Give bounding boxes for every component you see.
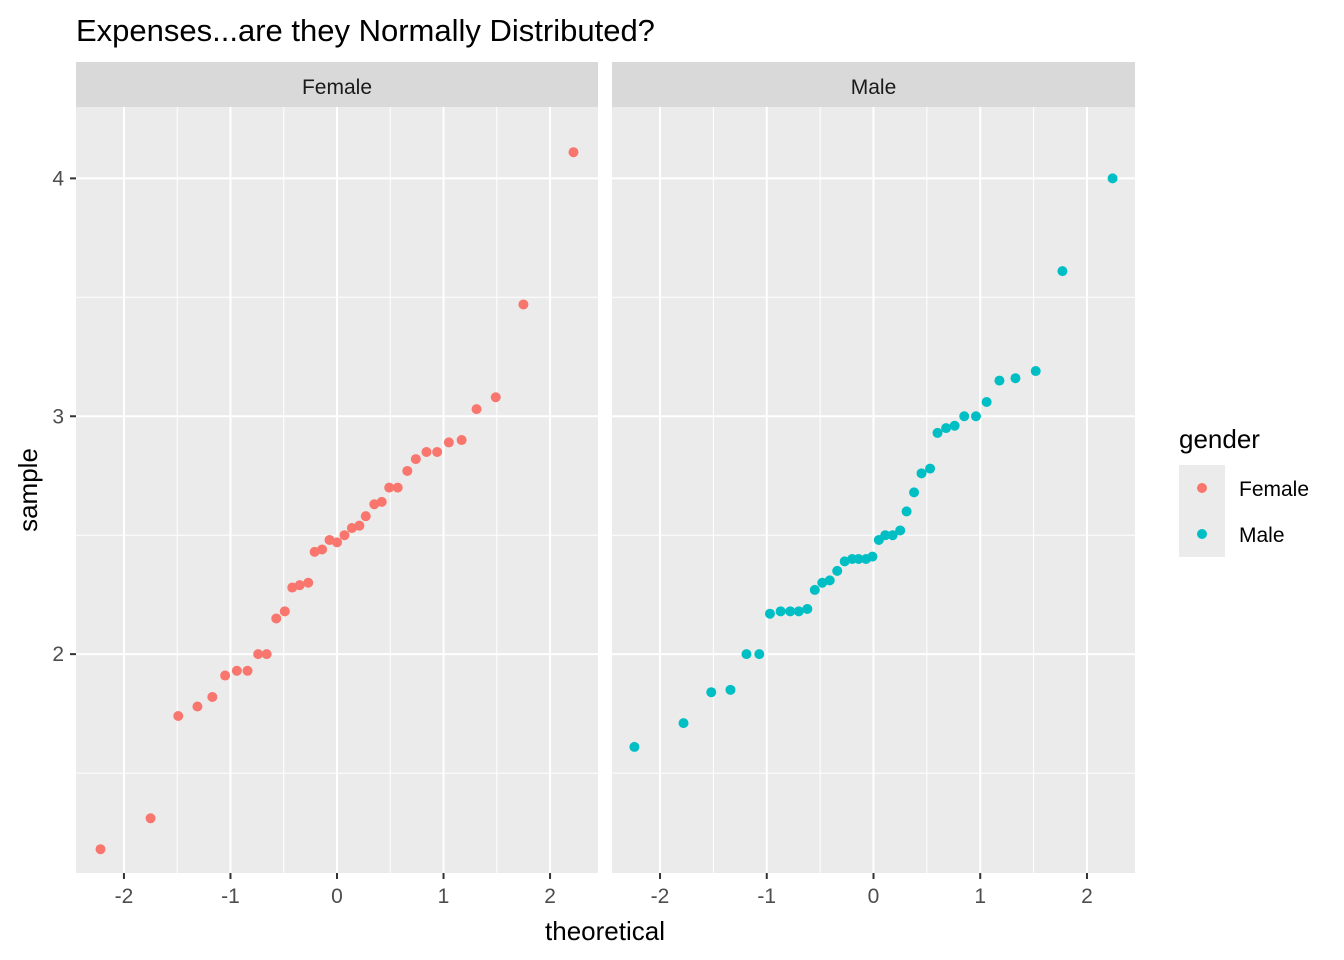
data-point [901,506,912,517]
x-tick-label: -1 [757,885,776,908]
x-axis-label: theoretical [545,916,665,946]
facet-strip [76,62,598,107]
x-tick-label: 1 [438,885,450,908]
data-point [867,551,878,562]
data-point [941,423,952,434]
data-point [887,530,898,541]
x-tick-label: -2 [115,885,134,908]
data-point [339,530,350,541]
data-point [261,649,272,660]
data-point [360,511,371,522]
data-point [994,375,1005,386]
data-point [809,584,820,595]
data-point [949,420,960,431]
data-point [317,544,328,555]
data-point [775,606,786,617]
x-tick-label: 0 [331,885,343,908]
data-point [741,649,752,660]
legend: gender Female Male [1179,424,1309,557]
legend-title: gender [1179,424,1260,454]
facet-strip-label: Male [851,76,897,99]
data-point [832,565,843,576]
data-point [145,813,156,824]
y-axis: 2 3 4 [52,167,76,666]
data-point [909,487,920,498]
data-point [895,525,906,536]
legend-items: Female Male [1179,465,1309,557]
data-point [421,446,432,457]
data-point [490,392,501,403]
facet-strip-label: Female [302,76,372,99]
data-point [231,665,242,676]
data-point [376,496,387,507]
data-point [432,446,443,457]
data-point [959,411,970,422]
data-point [802,603,813,614]
data-point [456,435,467,446]
data-point [443,437,454,448]
data-point [242,665,253,676]
x-tick-label: -2 [651,885,670,908]
data-point [981,396,992,407]
data-point [853,553,864,564]
x-tick-label: 1 [974,885,986,908]
data-point [410,454,421,465]
data-point [678,718,689,729]
data-point [706,687,717,698]
y-tick-label: 4 [52,167,64,190]
data-point [173,710,184,721]
data-point [279,606,290,617]
data-point [1010,373,1021,384]
data-point [932,427,943,438]
data-point [916,468,927,479]
data-point [518,299,529,310]
x-tick-label: 0 [868,885,880,908]
chart-title: Expenses...are they Normally Distributed… [76,13,655,48]
data-point [207,691,218,702]
data-point [1057,266,1068,277]
legend-marker [1197,483,1207,493]
data-point [471,404,482,415]
facet-panels: Female Male [76,62,1135,873]
data-point [925,463,936,474]
data-point [754,649,765,660]
data-point [764,608,775,619]
facet-panel-male: Male [612,62,1135,873]
data-point [725,684,736,695]
facet-panel-female: Female [76,62,598,873]
data-point [785,606,796,617]
data-point [271,613,282,624]
data-point [629,741,640,752]
data-point [793,606,804,617]
data-point [1107,173,1118,184]
y-axis-label: sample [13,448,43,532]
data-point [568,147,579,158]
data-point [253,649,264,660]
data-point [392,482,403,493]
data-point [192,701,203,712]
data-point [402,465,413,476]
legend-marker [1197,529,1207,539]
data-point [220,670,231,681]
data-point [824,575,835,586]
data-point [1030,366,1041,377]
facet-strip [612,62,1135,107]
x-tick-label: 2 [544,885,556,908]
data-point [294,580,305,591]
y-tick-label: 3 [52,405,64,428]
y-tick-label: 2 [52,643,64,666]
legend-label: Male [1239,524,1285,547]
legend-label: Female [1239,478,1309,501]
x-tick-label: 2 [1081,885,1093,908]
data-point [970,411,981,422]
x-tick-label: -1 [221,885,240,908]
data-point [303,577,314,588]
data-point [354,520,365,531]
data-point [95,844,106,855]
x-axes: -2 -1 0 1 2 -2 -1 0 1 2 [115,873,1093,908]
data-point [384,482,395,493]
data-point [332,537,342,548]
data-point [880,530,891,541]
